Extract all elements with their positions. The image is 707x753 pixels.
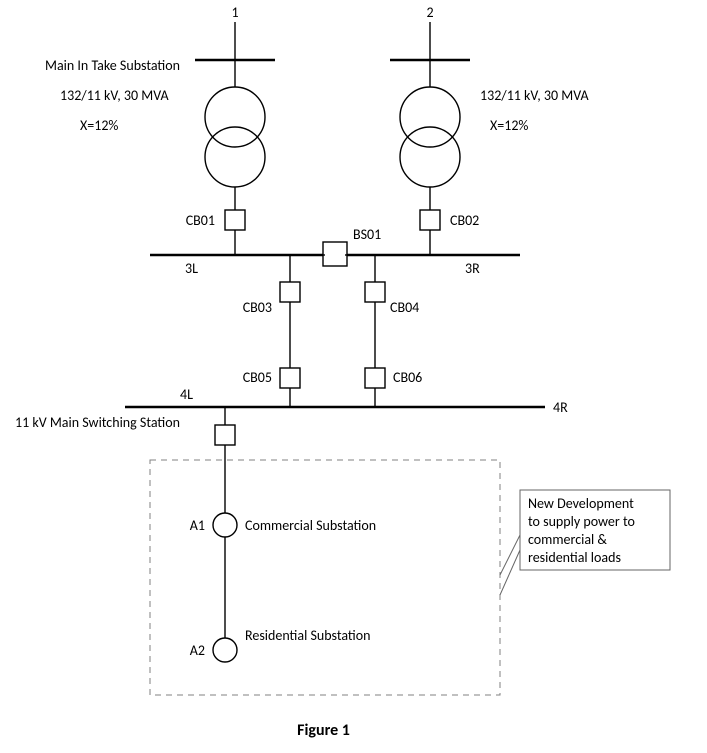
cb05-label: CB05 (243, 369, 272, 386)
cb01-label: CB01 (186, 212, 215, 229)
rating-right-1: 132/11 kV, 30 MVA (480, 87, 589, 104)
callout-line-3: commercial & (528, 531, 607, 548)
bus-4r-label: 4R (553, 399, 568, 416)
cb03-label: CB03 (243, 299, 272, 316)
node-1-label: 1 (231, 4, 238, 21)
rating-right-2: X=12% (490, 117, 528, 134)
callout-line-4: residential loads (528, 549, 621, 566)
bus-4l-label: 4L (180, 386, 193, 403)
callout-line-1: New Development (528, 495, 634, 512)
rating-left-2: X=12% (80, 117, 118, 134)
rating-left-1: 132/11 kV, 30 MVA (60, 87, 169, 104)
a2-label: A2 (190, 642, 205, 659)
bus-3r-label: 3R (465, 260, 480, 277)
commercial-substation-label: Commercial Substation (245, 517, 376, 534)
cb04-label: CB04 (390, 299, 419, 316)
node-2-label: 2 (426, 4, 433, 21)
cb02-label: CB02 (450, 212, 479, 229)
residential-substation-label: Residential Substation (245, 627, 370, 644)
a1-label: A1 (190, 517, 205, 534)
cb06-label: CB06 (393, 369, 422, 386)
bs01-label: BS01 (353, 226, 381, 243)
main-intake-title: Main In Take Substation (45, 57, 180, 74)
callout-line-2: to supply power to (528, 513, 635, 530)
bus-3l-label: 3L (185, 260, 198, 277)
switching-station-label: 11 kV Main Switching Station (15, 414, 180, 431)
figure-caption: Figure 1 (297, 721, 350, 740)
